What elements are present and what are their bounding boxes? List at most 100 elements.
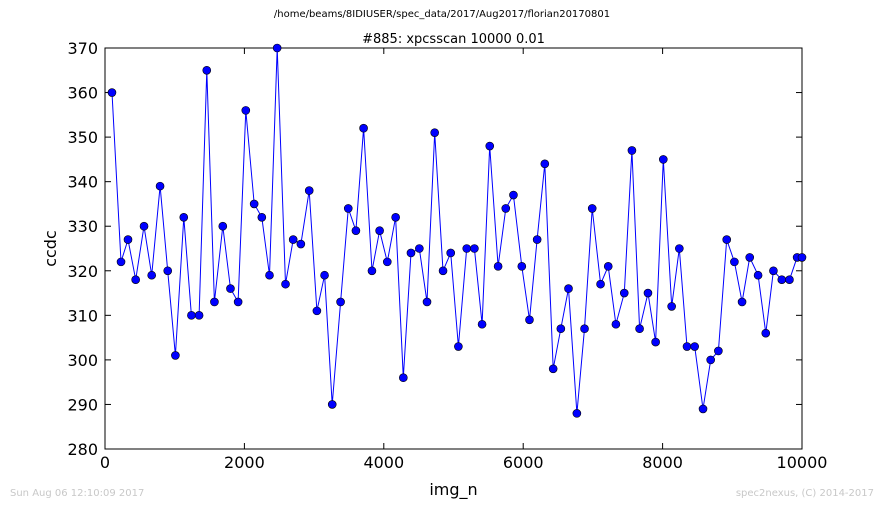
data-point bbox=[596, 279, 605, 289]
data-point bbox=[415, 244, 424, 253]
data-point bbox=[430, 128, 439, 137]
data-point bbox=[769, 266, 778, 276]
data-point bbox=[635, 324, 644, 334]
footer-credit: spec2nexus, (C) 2014-2017 bbox=[735, 488, 874, 499]
data-point bbox=[572, 409, 582, 418]
data-point bbox=[785, 275, 794, 284]
data-point bbox=[611, 319, 621, 329]
data-point bbox=[682, 342, 692, 351]
data-point bbox=[147, 270, 156, 280]
data-point bbox=[737, 297, 747, 307]
data-point bbox=[462, 244, 472, 253]
data-point bbox=[675, 244, 684, 253]
data-point bbox=[587, 204, 597, 213]
data-point bbox=[422, 297, 432, 307]
data-point bbox=[163, 266, 173, 276]
y-tick-label: 310 bbox=[67, 306, 98, 325]
data-point bbox=[202, 65, 212, 75]
x-tick-label: 10000 bbox=[777, 453, 828, 472]
data-point bbox=[107, 88, 117, 97]
data-point bbox=[745, 253, 755, 262]
data-point bbox=[351, 226, 361, 235]
data-point bbox=[336, 297, 345, 307]
series-line bbox=[111, 47, 802, 414]
data-point bbox=[603, 262, 613, 271]
data-point bbox=[249, 199, 259, 209]
data-point bbox=[327, 400, 337, 409]
data-point bbox=[123, 235, 133, 244]
data-point bbox=[391, 213, 400, 222]
file-path-label: /home/beams/8IDIUSER/spec_data/2017/Aug2… bbox=[273, 9, 611, 20]
x-axis-label: img_n bbox=[429, 480, 477, 500]
data-point bbox=[777, 275, 787, 284]
data-point bbox=[343, 204, 353, 213]
data-point bbox=[179, 213, 189, 222]
data-point bbox=[493, 262, 503, 271]
data-point bbox=[730, 257, 739, 267]
data-point bbox=[257, 213, 267, 222]
data-point bbox=[233, 297, 243, 307]
data-point bbox=[651, 337, 660, 347]
data-point bbox=[658, 155, 668, 164]
data-point bbox=[296, 239, 306, 249]
data-point bbox=[643, 288, 653, 298]
data-point bbox=[241, 106, 251, 115]
data-point bbox=[446, 248, 456, 258]
data-point bbox=[540, 159, 550, 169]
data-point bbox=[131, 275, 140, 284]
data-point bbox=[288, 235, 298, 244]
data-point bbox=[761, 328, 771, 338]
y-tick-label: 340 bbox=[67, 173, 98, 192]
y-tick-label: 300 bbox=[67, 351, 98, 370]
y-axis-label: ccdc bbox=[41, 230, 60, 267]
x-tick-label: 8000 bbox=[642, 453, 683, 472]
data-point bbox=[706, 355, 715, 365]
data-point bbox=[116, 257, 126, 267]
chart-title: #885: xpcsscan 10000 0.01 bbox=[362, 32, 545, 47]
data-point bbox=[312, 306, 322, 316]
data-point bbox=[556, 324, 566, 334]
data-point bbox=[580, 324, 589, 334]
data-point bbox=[470, 244, 479, 253]
data-point bbox=[399, 373, 408, 383]
y-tick-label: 350 bbox=[67, 128, 98, 147]
x-tick-label: 2000 bbox=[224, 453, 265, 472]
data-point bbox=[194, 311, 204, 320]
data-point bbox=[406, 248, 416, 258]
data-point bbox=[171, 351, 180, 360]
data-point bbox=[359, 123, 368, 133]
y-tick-label: 370 bbox=[67, 39, 98, 58]
data-point bbox=[477, 319, 487, 329]
data-point bbox=[304, 186, 314, 195]
data-point bbox=[548, 364, 558, 374]
data-point bbox=[517, 262, 527, 271]
data-point bbox=[210, 297, 219, 307]
y-tick-label: 360 bbox=[67, 84, 98, 103]
data-point bbox=[753, 270, 763, 280]
data-point bbox=[690, 342, 699, 351]
data-point bbox=[509, 190, 518, 200]
data-point bbox=[797, 253, 807, 262]
x-tick-label: 0 bbox=[100, 453, 110, 472]
data-point bbox=[382, 257, 392, 267]
footer-timestamp: Sun Aug 06 12:10:09 2017 bbox=[10, 488, 145, 499]
data-point bbox=[272, 43, 282, 53]
data-point bbox=[155, 181, 165, 191]
data-point bbox=[226, 284, 235, 293]
data-point bbox=[667, 302, 676, 311]
data-point bbox=[698, 404, 708, 414]
y-tick-label: 280 bbox=[67, 440, 98, 459]
data-point bbox=[454, 342, 463, 351]
data-point bbox=[438, 266, 448, 276]
y-tick-label: 320 bbox=[67, 262, 98, 281]
data-point bbox=[722, 235, 732, 244]
data-point bbox=[532, 235, 542, 244]
data-point bbox=[320, 270, 329, 280]
data-point bbox=[501, 204, 511, 213]
data-point bbox=[265, 270, 274, 280]
data-point bbox=[627, 146, 637, 155]
data-point bbox=[139, 221, 149, 231]
data-point bbox=[218, 221, 228, 231]
data-point bbox=[375, 226, 384, 235]
